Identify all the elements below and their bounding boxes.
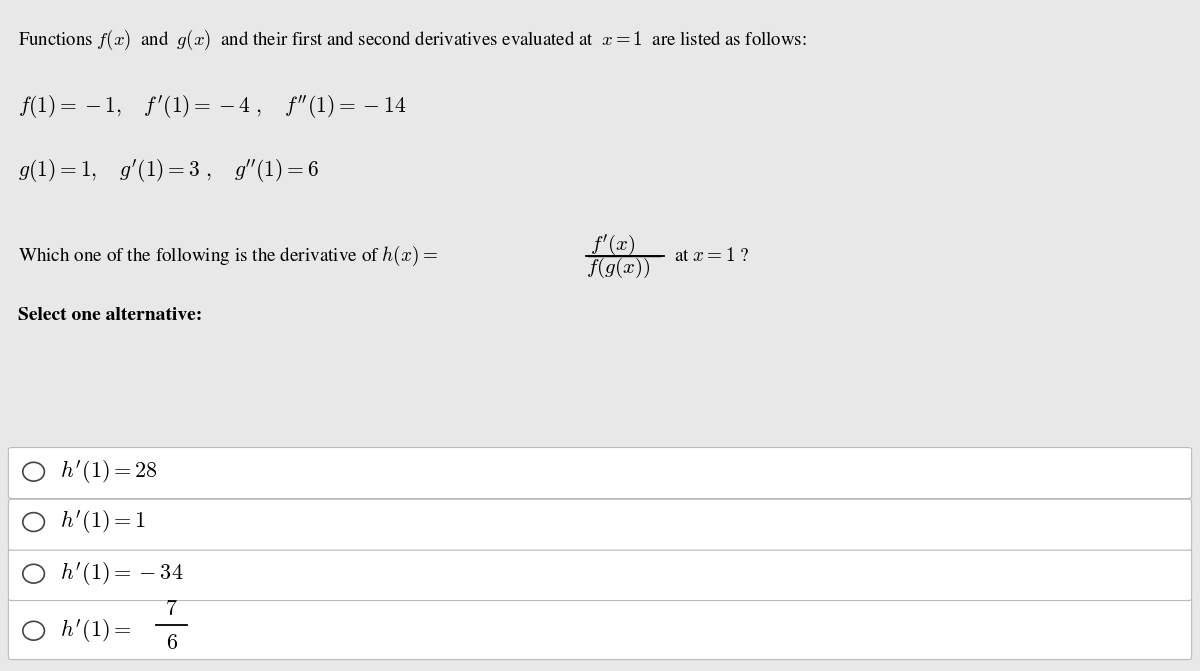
Text: at $x = 1$ ?: at $x = 1$ ? bbox=[674, 248, 750, 265]
Text: $f(g(x))$: $f(g(x))$ bbox=[586, 256, 650, 280]
Text: Select one alternative:: Select one alternative: bbox=[18, 307, 203, 324]
Text: $h'(1) = -34$: $h'(1) = -34$ bbox=[60, 560, 184, 588]
Text: $f(1) = -1, \quad f'(1) = -4\ , \quad f''(1) = -14$: $f(1) = -1, \quad f'(1) = -4\ , \quad f'… bbox=[18, 94, 407, 121]
Text: $h'(1) = 1$: $h'(1) = 1$ bbox=[60, 508, 146, 536]
Text: $f'(x)$: $f'(x)$ bbox=[590, 232, 636, 258]
FancyBboxPatch shape bbox=[8, 499, 1192, 550]
Text: $7$: $7$ bbox=[166, 601, 178, 621]
FancyBboxPatch shape bbox=[8, 550, 1192, 601]
Text: Which one of the following is the derivative of $h(x) = $: Which one of the following is the deriva… bbox=[18, 244, 438, 268]
Text: $g(1) = 1, \quad g'(1) = 3\ , \quad g''(1) = 6$: $g(1) = 1, \quad g'(1) = 3\ , \quad g''(… bbox=[18, 158, 319, 185]
FancyBboxPatch shape bbox=[8, 599, 1192, 660]
FancyBboxPatch shape bbox=[8, 448, 1192, 499]
Text: $6$: $6$ bbox=[166, 634, 178, 654]
Text: $h'(1) = $: $h'(1) = $ bbox=[60, 617, 132, 645]
Text: $h'(1) = 28$: $h'(1) = 28$ bbox=[60, 458, 158, 486]
Text: Functions $f(x)$  and  $g(x)$  and their first and second derivatives evaluated : Functions $f(x)$ and $g(x)$ and their fi… bbox=[18, 28, 806, 52]
